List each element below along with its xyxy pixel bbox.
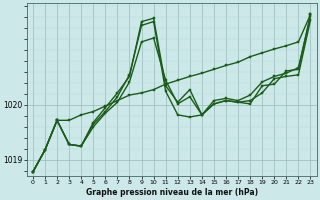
X-axis label: Graphe pression niveau de la mer (hPa): Graphe pression niveau de la mer (hPa): [86, 188, 258, 197]
